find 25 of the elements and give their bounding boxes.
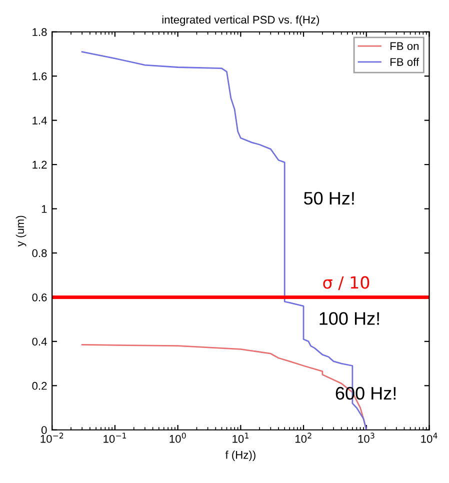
annotation: 100 Hz!	[320, 312, 379, 325]
x-tick-label: 10$^{4}$	[421, 432, 438, 443]
y-tick-label: 0.6	[32, 293, 47, 302]
x-axis-title: f (Hz))	[225, 450, 256, 461]
y-tick-label: 1.4	[32, 116, 47, 124]
y-axis-title: y (um)	[16, 216, 26, 247]
y-tick-label: 1	[42, 205, 47, 213]
x-tick-label: 10$^{2}$	[295, 432, 312, 443]
y-tick-label: 1.8	[32, 28, 47, 36]
annotation: 50 Hz!	[304, 192, 354, 205]
x-tick-label: 10$^{1}$	[232, 432, 248, 443]
y-tick-label: 0	[41, 426, 47, 434]
legend-label: FB on	[390, 42, 419, 50]
x-tick-label: 10$^{−2}$	[40, 432, 64, 443]
y-tick-label: 0.8	[32, 249, 47, 258]
chart-title: integrated vertical PSD vs. f(Hz)	[162, 15, 320, 26]
y-tick-label: 0.4	[32, 338, 47, 346]
ref-line-label: σ / 10	[323, 276, 370, 290]
y-tick-label: 0.2	[32, 382, 47, 390]
y-tick-label: 1.6	[32, 72, 47, 80]
y-tick-label: 1.2	[32, 160, 47, 169]
x-tick-label: 10$^{0}$	[170, 432, 186, 443]
x-tick-label: 10$^{3}$	[358, 432, 374, 443]
x-tick-label: 10$^{−1}$	[104, 432, 126, 443]
legend-label: FB off	[390, 58, 420, 66]
